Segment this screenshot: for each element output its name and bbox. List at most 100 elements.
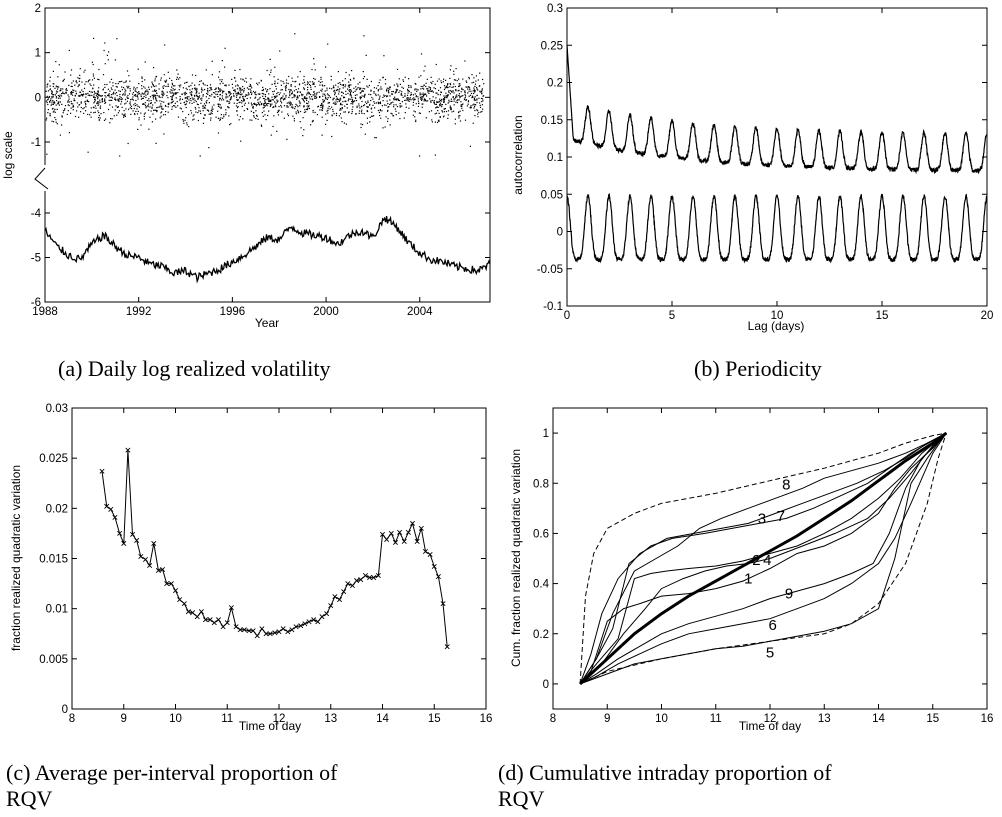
- panel-c-xtick-label: 14: [376, 713, 389, 725]
- scatter-point: [328, 105, 330, 108]
- scatter-point: [262, 88, 265, 90]
- panel-d-day-9-line: [579, 432, 947, 685]
- scatter-point: [118, 98, 120, 100]
- scatter-point: [313, 91, 315, 93]
- scatter-point: [179, 99, 181, 101]
- scatter-point: [186, 96, 188, 98]
- scatter-point: [68, 104, 70, 107]
- scatter-point: [159, 106, 161, 108]
- scatter-point: [219, 106, 221, 108]
- scatter-point: [141, 92, 143, 94]
- scatter-point: [74, 100, 76, 102]
- scatter-point: [344, 111, 346, 113]
- scatter-point: [281, 111, 283, 113]
- scatter-point: [269, 105, 271, 107]
- scatter-point: [51, 92, 53, 95]
- scatter-point: [334, 94, 336, 96]
- panel-c-ylabel: fraction realized quadratic variation: [9, 465, 23, 651]
- panel-c-data-point: [435, 574, 441, 580]
- scatter-point: [230, 93, 232, 95]
- panel-d-ytick-label: 0.2: [533, 629, 549, 641]
- scatter-point: [385, 104, 387, 106]
- panel-d-ytick-label: 0.4: [533, 579, 550, 591]
- scatter-point: [369, 116, 371, 118]
- panel-d-ytick-label: 0.8: [533, 478, 549, 490]
- scatter-point: [151, 121, 153, 123]
- scatter-point: [254, 97, 256, 99]
- panel-d-lower-bound: [579, 432, 947, 685]
- scatter-point: [250, 102, 252, 104]
- scatter-point: [98, 68, 100, 71]
- scatter-point: [351, 101, 353, 103]
- scatter-point: [270, 100, 272, 102]
- scatter-point: [436, 92, 438, 94]
- scatter-point: [130, 105, 133, 107]
- scatter-point: [474, 109, 476, 112]
- scatter-point: [98, 87, 100, 89]
- panel-c-data-point: [444, 644, 450, 650]
- scatter-point: [161, 108, 163, 110]
- scatter-point: [326, 89, 328, 91]
- scatter-point: [285, 89, 287, 92]
- scatter-point: [470, 92, 473, 95]
- panel-a-ytick-label: -5: [31, 253, 41, 265]
- scatter-point: [153, 94, 155, 96]
- scatter-point: [202, 89, 204, 91]
- scatter-point: [252, 106, 254, 108]
- scatter-point: [49, 101, 51, 103]
- scatter-point: [483, 95, 485, 97]
- scatter-point: [200, 80, 202, 82]
- scatter-point: [263, 98, 265, 100]
- scatter-point: [379, 79, 381, 81]
- scatter-point: [210, 95, 212, 97]
- scatter-point: [268, 100, 270, 102]
- scatter-point: [211, 108, 213, 110]
- scatter-point: [430, 100, 432, 102]
- scatter-point: [338, 93, 340, 95]
- scatter-point: [298, 95, 300, 97]
- scatter-point: [402, 80, 405, 82]
- scatter-point: [267, 89, 269, 91]
- scatter-point: [421, 96, 423, 98]
- scatter-point: [121, 98, 123, 100]
- scatter-point: [78, 84, 80, 86]
- scatter-point: [334, 89, 336, 91]
- panel-c-data-point: [285, 629, 291, 635]
- scatter-point: [144, 61, 146, 63]
- scatter-point: [312, 83, 314, 85]
- scatter-point: [219, 118, 221, 121]
- scatter-point: [421, 97, 423, 99]
- scatter-point: [419, 112, 421, 114]
- scatter-point: [45, 119, 47, 121]
- scatter-point: [64, 105, 67, 107]
- scatter-point: [65, 88, 67, 90]
- scatter-point: [267, 99, 269, 101]
- scatter-point: [351, 108, 353, 111]
- scatter-point: [441, 106, 443, 108]
- scatter-point: [414, 116, 416, 118]
- scatter-point: [54, 108, 56, 110]
- scatter-point: [123, 81, 125, 84]
- scatter-point: [332, 102, 334, 104]
- scatter-point: [459, 84, 461, 87]
- panel-c-data-point: [104, 503, 110, 509]
- scatter-point: [275, 85, 277, 87]
- scatter-point: [393, 98, 395, 100]
- scatter-point: [132, 110, 134, 112]
- scatter-point: [136, 104, 138, 106]
- scatter-point: [254, 93, 256, 95]
- scatter-point: [276, 130, 278, 132]
- scatter-point: [112, 85, 114, 87]
- scatter-point: [443, 111, 445, 113]
- scatter-point: [258, 103, 260, 105]
- scatter-point: [382, 100, 384, 102]
- scatter-point: [363, 105, 365, 107]
- scatter-point: [185, 100, 187, 102]
- scatter-point: [163, 93, 165, 95]
- scatter-point: [61, 93, 63, 95]
- scatter-point: [111, 88, 113, 91]
- scatter-point: [176, 101, 178, 103]
- scatter-point: [180, 102, 182, 104]
- scatter-point: [194, 89, 196, 91]
- scatter-point: [207, 90, 209, 92]
